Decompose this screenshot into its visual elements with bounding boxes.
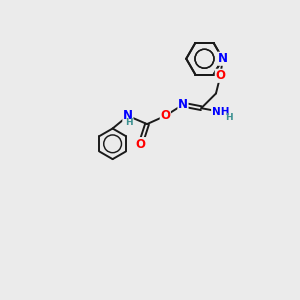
Text: O: O bbox=[136, 138, 146, 151]
Text: NH: NH bbox=[212, 107, 229, 117]
Text: H: H bbox=[225, 113, 233, 122]
Text: N: N bbox=[178, 98, 188, 111]
Text: N: N bbox=[218, 52, 228, 65]
Text: O: O bbox=[160, 109, 170, 122]
Text: N: N bbox=[123, 109, 133, 122]
Text: O: O bbox=[215, 69, 225, 82]
Text: H: H bbox=[126, 118, 133, 127]
